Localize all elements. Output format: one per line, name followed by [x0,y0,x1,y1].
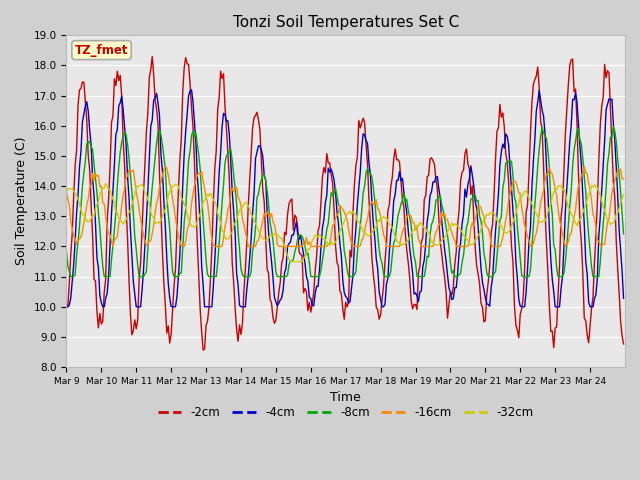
X-axis label: Time: Time [330,391,361,404]
Text: TZ_fmet: TZ_fmet [75,44,128,57]
Y-axis label: Soil Temperature (C): Soil Temperature (C) [15,137,28,265]
Legend: -2cm, -4cm, -8cm, -16cm, -32cm: -2cm, -4cm, -8cm, -16cm, -32cm [153,402,538,424]
Title: Tonzi Soil Temperatures Set C: Tonzi Soil Temperatures Set C [232,15,459,30]
